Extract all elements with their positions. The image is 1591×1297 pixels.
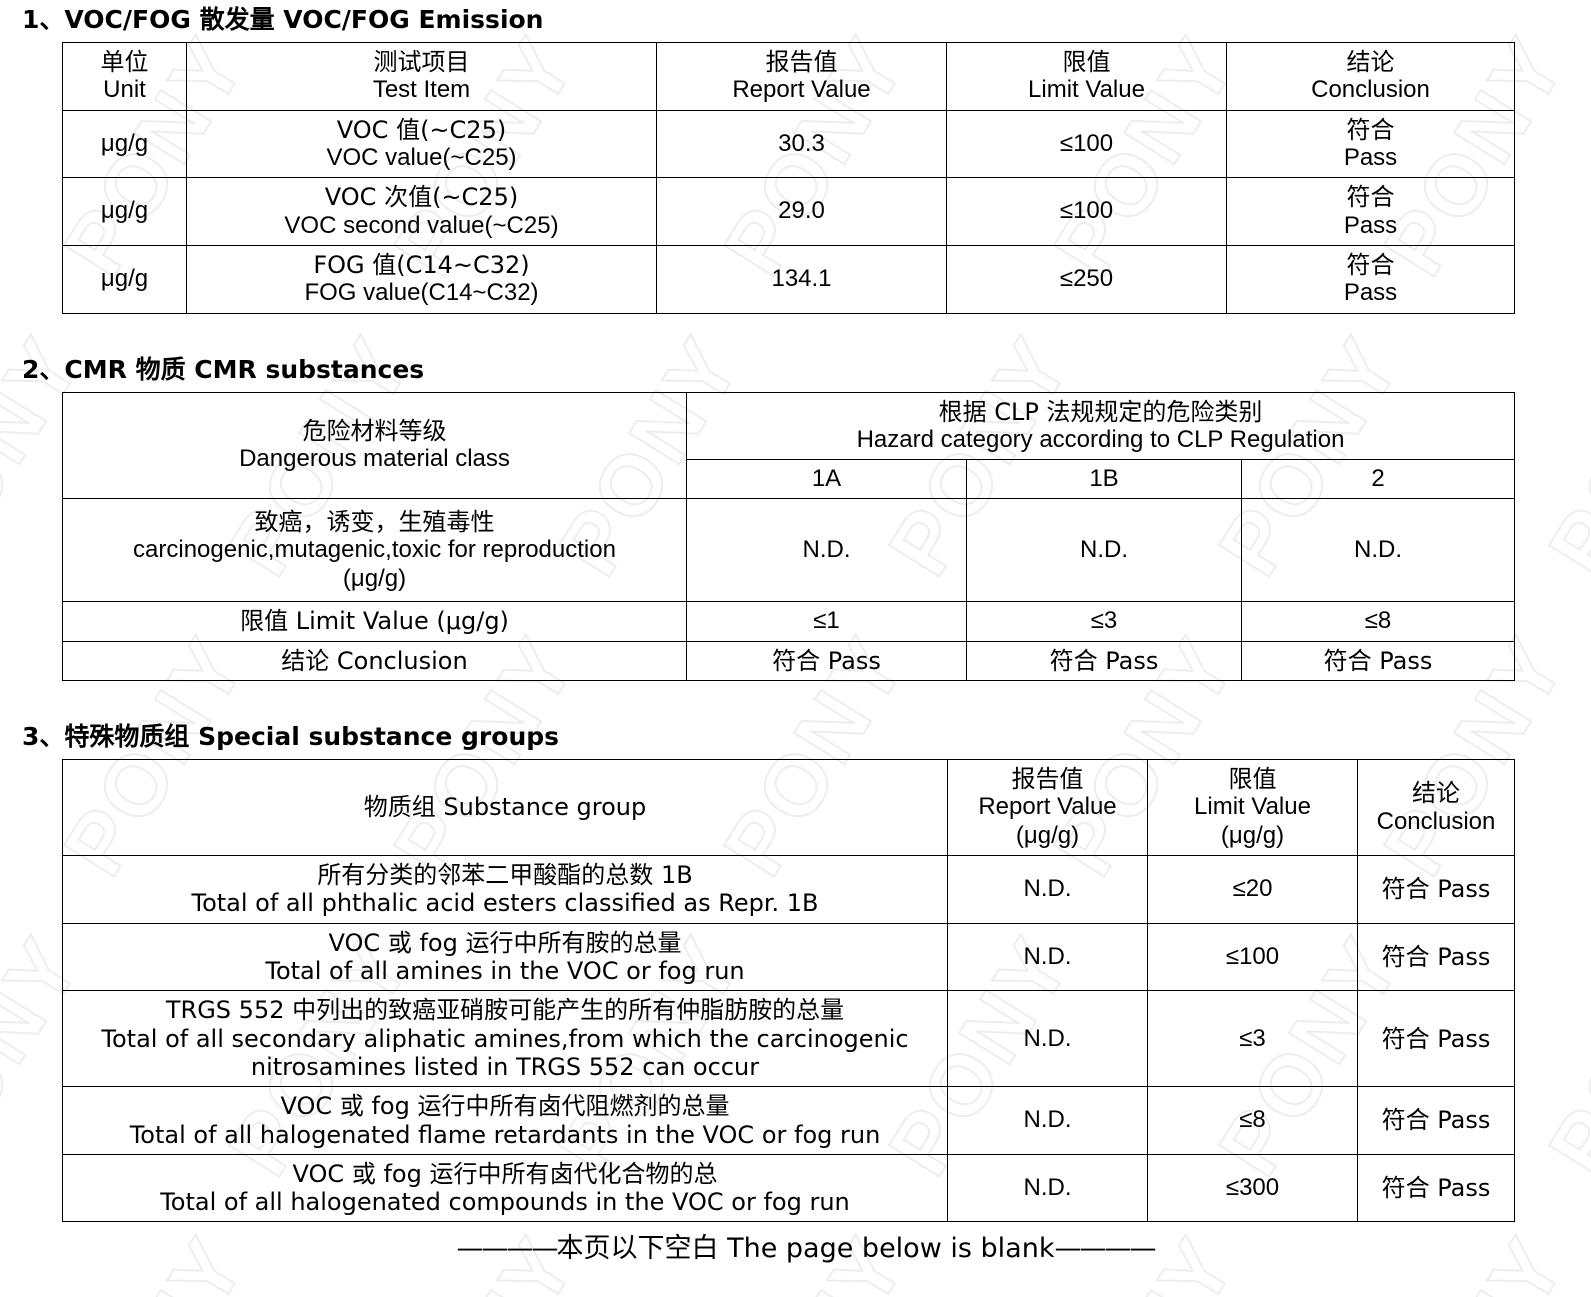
cell-conclusion: 符合 Pass	[1357, 990, 1515, 1088]
cell-report-value: N.D.	[947, 1086, 1148, 1155]
col-header-conclusion: 结论 Conclusion	[1357, 759, 1515, 856]
cell-conclusion: 符合 Pass	[1226, 109, 1515, 179]
col-header-conclusion: 结论 Conclusion	[1226, 42, 1515, 111]
table-header-row: 单位 Unit 测试项目 Test Item 报告值 Report Value	[62, 42, 1515, 111]
col-header-limit-value: 限值 Limit Value	[946, 42, 1227, 111]
cell-test-item: VOC 次值(~C25) VOC second value(~C25)	[186, 177, 657, 246]
footer-dash-right: ————	[1054, 1233, 1156, 1265]
cell-limit-value: ≤8	[1147, 1086, 1358, 1155]
cell-limit-1b: ≤3	[966, 601, 1242, 642]
cell-limit-value: ≤3	[1147, 990, 1358, 1088]
cell-report-value: 30.3	[656, 109, 947, 179]
cell-hazard-class-label: 致癌，诱变，生殖毒性 carcinogenic,mutagenic,toxic …	[62, 498, 687, 603]
cell-report-value: N.D.	[947, 922, 1148, 992]
table-row: μg/g VOC 值(~C25) VOC value(~C25) 30.3 ≤1…	[62, 109, 1515, 179]
document-content: 1、VOC/FOG 散发量 VOC/FOG Emission 单位 Unit 测…	[0, 0, 1591, 1265]
footer-dash-left: ————	[456, 1233, 559, 1265]
table-special-substance-groups: 物质组 Substance group 报告值 Report Value (μg…	[62, 759, 1515, 1223]
table-row: 致癌，诱变，生殖毒性 carcinogenic,mutagenic,toxic …	[62, 498, 1516, 603]
cell-limit-value: ≤300	[1147, 1153, 1358, 1223]
cell-test-item: FOG 值(C14~C32) FOG value(C14~C32)	[186, 244, 657, 314]
table-header-row: 物质组 Substance group 报告值 Report Value (μg…	[62, 759, 1515, 856]
cell-value-2: N.D.	[1240, 498, 1516, 603]
col-header-cat-2: 2	[1240, 459, 1516, 500]
cell-limit-value: ≤20	[1147, 855, 1358, 924]
col-header-cat-1a: 1A	[686, 459, 967, 500]
cell-report-value: 29.0	[656, 177, 947, 246]
table-row: VOC 或 fog 运行中所有卤代化合物的总 Total of all halo…	[62, 1153, 1515, 1223]
cell-report-value: N.D.	[947, 990, 1148, 1088]
page-blank-note: ————本页以下空白 The page below is blank————	[0, 1226, 1591, 1265]
cell-report-value: 134.1	[656, 244, 947, 314]
cell-conclusion: 符合 Pass	[1357, 1153, 1515, 1223]
col-header-report-value: 报告值 Report Value (μg/g)	[947, 759, 1148, 856]
table-voc-fog-emission: 单位 Unit 测试项目 Test Item 报告值 Report Value	[62, 42, 1515, 314]
cell-conclusion-label: 结论 Conclusion	[62, 640, 687, 682]
table-header-subrow: 1A 1B 2	[63, 459, 1516, 500]
cell-unit: μg/g	[62, 177, 187, 246]
cell-value-1a: N.D.	[686, 498, 967, 603]
section-1-title: 1、VOC/FOG 散发量 VOC/FOG Emission	[22, 5, 544, 34]
table-row: μg/g VOC 次值(~C25) VOC second value(~C25)…	[62, 177, 1515, 246]
col-header-limit-value: 限值 Limit Value (μg/g)	[1147, 759, 1358, 856]
cell-conclusion: 符合 Pass	[1357, 922, 1515, 992]
cell-test-item: VOC 值(~C25) VOC value(~C25)	[186, 109, 657, 179]
cell-conclusion-1b: 符合 Pass	[966, 640, 1242, 682]
section-special-substance-groups: 3、特殊物质组 Special substance groups 物质组 Sub…	[0, 717, 1591, 1223]
col-header-hazard-category: 根据 CLP 法规规定的危险类别 Hazard category accordi…	[685, 391, 1516, 461]
cell-unit: μg/g	[62, 244, 187, 314]
table-row: 限值 Limit Value (μg/g) ≤1 ≤3 ≤8	[62, 601, 1516, 642]
col-header-cat-1b: 1B	[966, 459, 1242, 500]
cell-conclusion-2: 符合 Pass	[1240, 640, 1516, 682]
table-row: VOC 或 fog 运行中所有胺的总量 Total of all amines …	[62, 922, 1515, 992]
section-2-title: 2、CMR 物质 CMR substances	[22, 354, 425, 384]
cell-conclusion: 符合 Pass	[1226, 244, 1515, 314]
section-voc-fog-emission: 1、VOC/FOG 散发量 VOC/FOG Emission 单位 Unit 测…	[0, 0, 1591, 314]
cell-limit-value: ≤100	[1147, 922, 1358, 992]
cell-substance-group: TRGS 552 中列出的致癌亚硝胺可能产生的所有仲脂肪胺的总量 Total o…	[62, 990, 948, 1088]
col-header-substance-group: 物质组 Substance group	[62, 759, 948, 856]
cell-report-value: N.D.	[947, 1153, 1148, 1223]
col-header-dangerous-material-class: 危险材料等级 Dangerous material class	[62, 391, 687, 500]
cell-substance-group: VOC 或 fog 运行中所有卤代阻燃剂的总量 Total of all hal…	[62, 1086, 948, 1155]
section-3-title: 3、特殊物质组 Special substance groups	[22, 722, 560, 752]
section-cmr-substances: 2、CMR 物质 CMR substances 危险材料等级 Dangerous…	[0, 350, 1591, 682]
cell-substance-group: VOC 或 fog 运行中所有胺的总量 Total of all amines …	[62, 922, 948, 992]
cell-conclusion: 符合 Pass	[1357, 855, 1515, 924]
cell-value-1b: N.D.	[966, 498, 1242, 603]
cell-conclusion: 符合 Pass	[1357, 1086, 1515, 1155]
cell-limit-value: ≤100	[946, 109, 1227, 179]
cell-substance-group: 所有分类的邻苯二甲酸酯的总数 1B Total of all phthalic …	[62, 855, 948, 924]
cell-limit-value: ≤250	[946, 244, 1227, 314]
cell-unit: μg/g	[62, 109, 187, 179]
table-cmr-substances: 危险材料等级 Dangerous material class 根据 CLP 法…	[62, 391, 1516, 682]
cell-conclusion: 符合 Pass	[1226, 177, 1515, 246]
cell-limit-2: ≤8	[1240, 601, 1516, 642]
col-header-unit: 单位 Unit	[62, 42, 187, 111]
cell-report-value: N.D.	[947, 855, 1148, 924]
table-header-row: 危险材料等级 Dangerous material class 根据 CLP 法…	[62, 391, 1516, 500]
col-header-test-item: 测试项目 Test Item	[186, 42, 657, 111]
cell-limit-value-label: 限值 Limit Value (μg/g)	[62, 601, 687, 642]
table-row: VOC 或 fog 运行中所有卤代阻燃剂的总量 Total of all hal…	[62, 1086, 1515, 1155]
cell-substance-group: VOC 或 fog 运行中所有卤代化合物的总 Total of all halo…	[62, 1153, 948, 1223]
table-row: μg/g FOG 值(C14~C32) FOG value(C14~C32) 1…	[62, 244, 1515, 314]
table-row: TRGS 552 中列出的致癌亚硝胺可能产生的所有仲脂肪胺的总量 Total o…	[62, 990, 1515, 1088]
cell-limit-value: ≤100	[946, 177, 1227, 246]
cell-conclusion-1a: 符合 Pass	[686, 640, 967, 682]
col-header-report-value: 报告值 Report Value	[656, 42, 947, 111]
table-row: 结论 Conclusion 符合 Pass 符合 Pass 符合 Pass	[62, 640, 1516, 682]
cell-limit-1a: ≤1	[686, 601, 967, 642]
table-row: 所有分类的邻苯二甲酸酯的总数 1B Total of all phthalic …	[62, 855, 1515, 924]
footer-text: 本页以下空白 The page below is blank	[556, 1233, 1055, 1265]
